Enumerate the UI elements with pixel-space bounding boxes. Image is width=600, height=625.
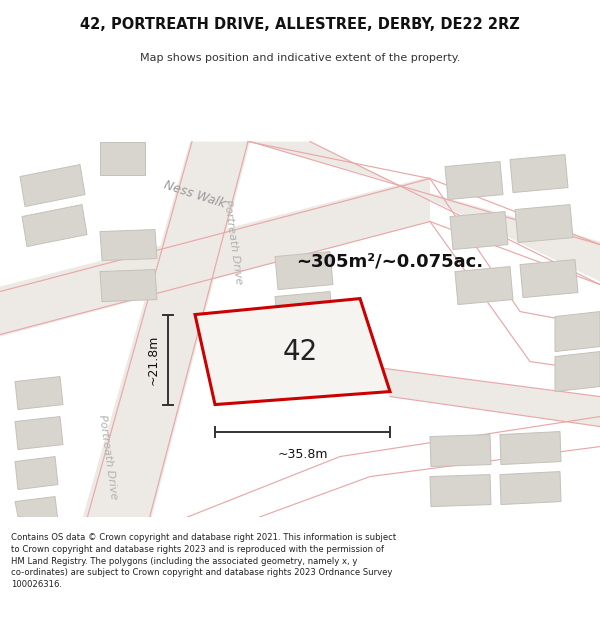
Polygon shape xyxy=(500,471,561,504)
Polygon shape xyxy=(555,351,600,391)
Text: Ness Walk: Ness Walk xyxy=(163,179,227,211)
Text: 42, PORTREATH DRIVE, ALLESTREE, DERBY, DE22 2RZ: 42, PORTREATH DRIVE, ALLESTREE, DERBY, D… xyxy=(80,17,520,32)
Polygon shape xyxy=(15,456,58,489)
Polygon shape xyxy=(500,431,561,464)
Polygon shape xyxy=(15,416,63,449)
Polygon shape xyxy=(15,496,58,521)
Polygon shape xyxy=(370,366,600,426)
Polygon shape xyxy=(250,141,600,281)
Text: Map shows position and indicative extent of the property.: Map shows position and indicative extent… xyxy=(140,53,460,63)
Polygon shape xyxy=(430,434,491,466)
Text: ~21.8m: ~21.8m xyxy=(147,334,160,385)
Polygon shape xyxy=(275,291,333,329)
Polygon shape xyxy=(100,269,157,301)
Polygon shape xyxy=(430,474,491,506)
Text: Portreath Drive: Portreath Drive xyxy=(97,414,119,499)
Polygon shape xyxy=(22,204,87,246)
Text: 42: 42 xyxy=(283,338,317,366)
Polygon shape xyxy=(70,141,250,561)
Polygon shape xyxy=(445,161,503,199)
Polygon shape xyxy=(195,299,390,404)
Polygon shape xyxy=(455,266,513,304)
Polygon shape xyxy=(510,154,568,192)
Text: Portreath Drive: Portreath Drive xyxy=(222,199,244,284)
Text: Contains OS data © Crown copyright and database right 2021. This information is : Contains OS data © Crown copyright and d… xyxy=(11,533,396,589)
Polygon shape xyxy=(275,251,333,289)
Polygon shape xyxy=(15,376,63,409)
Polygon shape xyxy=(515,204,573,242)
Polygon shape xyxy=(20,164,85,206)
Polygon shape xyxy=(100,141,145,174)
Polygon shape xyxy=(450,211,508,249)
Polygon shape xyxy=(520,259,578,298)
Polygon shape xyxy=(0,176,430,336)
Text: ~35.8m: ~35.8m xyxy=(277,448,328,461)
Polygon shape xyxy=(555,311,600,351)
Text: ~305m²/~0.075ac.: ~305m²/~0.075ac. xyxy=(296,253,484,271)
Polygon shape xyxy=(100,229,157,261)
